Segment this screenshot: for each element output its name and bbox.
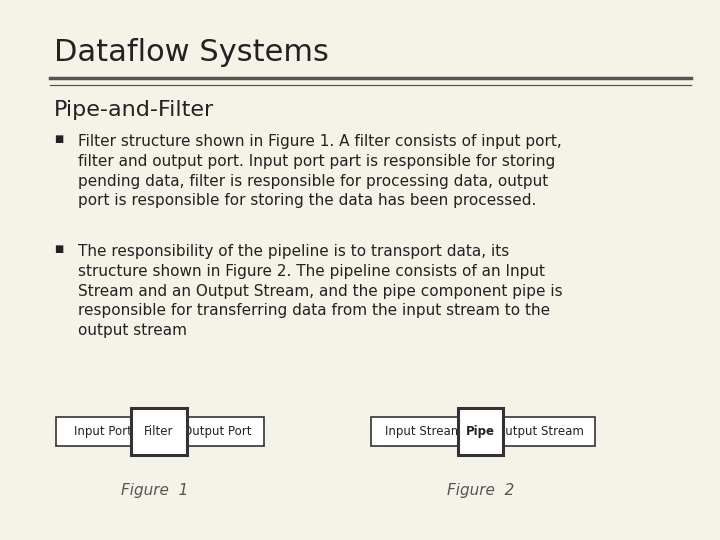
Text: Input Port: Input Port (74, 425, 132, 438)
FancyBboxPatch shape (131, 408, 187, 455)
Text: Input Stream: Input Stream (385, 425, 463, 438)
Text: Dataflow Systems: Dataflow Systems (54, 38, 329, 67)
Text: Filter structure shown in Figure 1. A filter consists of input port,
filter and : Filter structure shown in Figure 1. A fi… (78, 134, 562, 208)
Text: The responsibility of the pipeline is to transport data, its
structure shown in : The responsibility of the pipeline is to… (78, 244, 562, 338)
Text: Output Port: Output Port (183, 425, 252, 438)
FancyBboxPatch shape (171, 417, 264, 446)
Text: Pipe: Pipe (466, 425, 495, 438)
FancyBboxPatch shape (458, 408, 503, 455)
FancyBboxPatch shape (484, 417, 595, 446)
Text: Output Stream: Output Stream (495, 425, 584, 438)
Text: Figure  2: Figure 2 (447, 483, 515, 498)
Text: Pipe-and-Filter: Pipe-and-Filter (54, 100, 215, 120)
Text: ■: ■ (54, 244, 63, 254)
Text: Figure  1: Figure 1 (121, 483, 189, 498)
FancyBboxPatch shape (371, 417, 477, 446)
FancyBboxPatch shape (56, 417, 150, 446)
Text: ■: ■ (54, 134, 63, 144)
Text: Filter: Filter (145, 425, 174, 438)
